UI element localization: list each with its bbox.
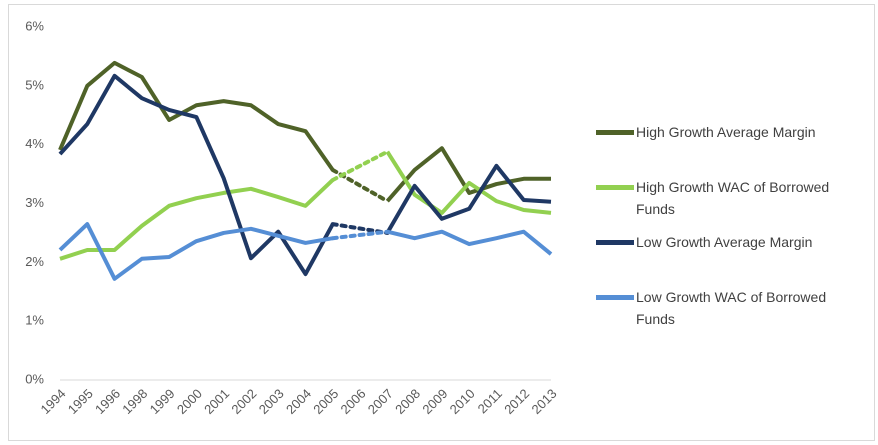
legend-swatch [596, 185, 634, 190]
series-line [386, 229, 553, 256]
legend-swatch [596, 130, 634, 135]
legend-entry: High Growth Average Margin [596, 118, 868, 173]
y-tick-label: 1% [25, 313, 44, 328]
y-tick-label: 3% [25, 195, 44, 210]
legend-label: High Growth WAC of Borrowed Funds [636, 179, 830, 217]
legend-label: High Growth Average Margin [636, 124, 816, 140]
series-line [59, 178, 335, 261]
gap-connector [330, 149, 390, 182]
series-line [385, 163, 552, 234]
y-tick-label: 4% [25, 136, 44, 151]
legend-entry: Low Growth Average Margin [596, 228, 868, 283]
legend-entry: High Growth WAC of Borrowed Funds [596, 173, 868, 228]
legend: High Growth Average Margin High Growth WA… [596, 118, 868, 338]
legend-entry: Low Growth WAC of Borrowed Funds [596, 283, 868, 338]
y-tick-label: 0% [25, 371, 44, 386]
series-line [58, 60, 335, 172]
legend-label: Low Growth Average Margin [636, 234, 813, 250]
y-tick-label: 5% [25, 77, 44, 92]
legend-swatch [596, 240, 634, 245]
chart-border [8, 4, 875, 441]
y-tick-label: 2% [25, 254, 44, 269]
gap-connector [330, 229, 390, 241]
legend-label: Low Growth WAC of Borrowed Funds [636, 289, 827, 327]
legend-swatch [596, 295, 634, 300]
y-tick-label: 6% [25, 18, 44, 33]
series-line [385, 150, 552, 215]
series-line [58, 222, 334, 281]
series-line [58, 73, 335, 277]
series-line [385, 146, 551, 203]
